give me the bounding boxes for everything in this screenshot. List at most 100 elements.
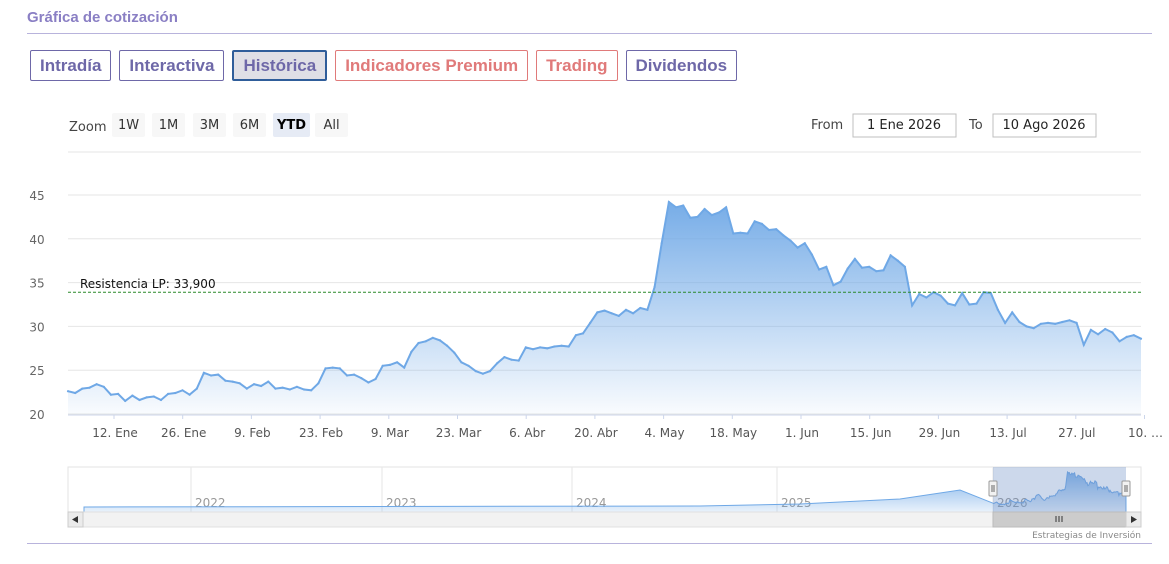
price-point (531, 348, 535, 351)
price-point (66, 390, 70, 393)
tab-dividendos[interactable]: Dividendos (625, 50, 738, 81)
price-point (875, 270, 878, 273)
price-point (167, 392, 170, 395)
x-tick-label: 27. Jul (1058, 426, 1095, 440)
zoom-button-1m[interactable] (152, 113, 185, 137)
price-point (889, 254, 892, 257)
to-date-input-box[interactable] (992, 113, 1097, 138)
price-point (410, 350, 413, 353)
scrollbar-track[interactable] (67, 511, 1142, 528)
price-point (238, 382, 241, 385)
price-point (818, 268, 821, 271)
price-point (181, 389, 184, 392)
x-tick-label: 1. Jun (785, 426, 819, 440)
zoom-button-3m[interactable] (193, 113, 226, 137)
price-point (374, 377, 377, 381)
price-point (810, 253, 814, 256)
price-point (539, 346, 542, 349)
to-date-input[interactable]: 10 Ago 2026 (1003, 118, 1086, 133)
price-point (481, 372, 484, 375)
price-point (782, 234, 785, 237)
price-point (388, 363, 391, 366)
price-point (646, 308, 649, 311)
price-point (74, 391, 77, 395)
price-point (653, 285, 656, 289)
zoom-button-ytd[interactable] (273, 113, 310, 137)
price-point (732, 232, 735, 235)
from-date-input-box[interactable] (852, 113, 957, 138)
price-point (775, 228, 778, 231)
price-point (1032, 327, 1035, 330)
scroll-right-arrow-icon (1131, 516, 1137, 523)
price-point (517, 359, 520, 362)
tab-indicadores-premium[interactable]: Indicadores Premium (335, 50, 529, 81)
price-point (1025, 325, 1028, 328)
price-point (353, 373, 356, 376)
price-point (95, 383, 98, 386)
price-point (882, 269, 885, 272)
price-point (911, 304, 914, 307)
zoom-label: Zoom (69, 120, 106, 135)
price-point (1004, 321, 1007, 324)
price-point (331, 366, 334, 369)
price-point (939, 294, 942, 297)
x-tick-label: 26. Ene (161, 426, 206, 440)
price-point (496, 362, 499, 365)
price-point (789, 239, 792, 242)
price-point (581, 332, 585, 335)
price-point (896, 259, 899, 262)
price-point (696, 215, 699, 218)
price-point (996, 308, 1000, 311)
price-point (474, 370, 477, 373)
x-tick-label: 29. Jun (919, 426, 961, 440)
x-tick-label: 20. Abr (574, 426, 618, 440)
price-point (953, 304, 957, 307)
tab-trading[interactable]: Trading (536, 50, 618, 81)
price-point (1054, 322, 1057, 325)
x-tick-label: 12. Ene (92, 426, 137, 440)
tab-intradía[interactable]: Intradía (30, 50, 112, 81)
price-point (803, 242, 806, 245)
price-point (689, 216, 692, 219)
price-point (553, 345, 556, 348)
price-point (674, 206, 678, 209)
from-date-input[interactable]: 1 Ene 2026 (867, 118, 941, 133)
price-point (1139, 337, 1143, 340)
zoom-button-label: 1W (118, 118, 139, 133)
price-point (231, 380, 234, 383)
price-point (975, 302, 978, 305)
price-point (918, 292, 921, 296)
price-point (1082, 343, 1085, 346)
price-point (703, 207, 706, 211)
price-point (245, 387, 248, 390)
price-point (1011, 311, 1014, 314)
price-point (667, 200, 671, 204)
price-point (961, 292, 964, 295)
y-tick-label: 40 (29, 233, 44, 247)
price-point (260, 384, 263, 388)
navigator-mask[interactable] (993, 467, 1126, 512)
navigator-area (83, 470, 1127, 513)
navigator-left-handle[interactable] (988, 480, 998, 497)
price-point (1039, 322, 1042, 325)
zoom-button-6m[interactable] (233, 113, 266, 137)
y-tick-label: 45 (29, 189, 44, 203)
price-point (796, 246, 799, 249)
price-point (968, 303, 971, 306)
x-tick-label: 15. Jun (850, 426, 892, 440)
bottom-divider (27, 543, 1152, 544)
zoom-button-label: All (323, 118, 339, 133)
zoom-button-1w[interactable] (112, 113, 145, 137)
price-point (1104, 327, 1107, 331)
price-point (832, 284, 835, 287)
price-point (381, 364, 384, 367)
zoom-button-label: 1M (159, 118, 179, 133)
navigator-right-handle[interactable] (1121, 480, 1131, 497)
credits: Estrategias de Inversión (1032, 530, 1141, 541)
tab-interactiva[interactable]: Interactiva (119, 50, 225, 81)
zoom-button-all[interactable] (315, 113, 348, 137)
price-point (682, 204, 685, 207)
tab-histórica[interactable]: Histórica (232, 50, 328, 81)
x-tick-label: 9. Mar (371, 426, 409, 440)
